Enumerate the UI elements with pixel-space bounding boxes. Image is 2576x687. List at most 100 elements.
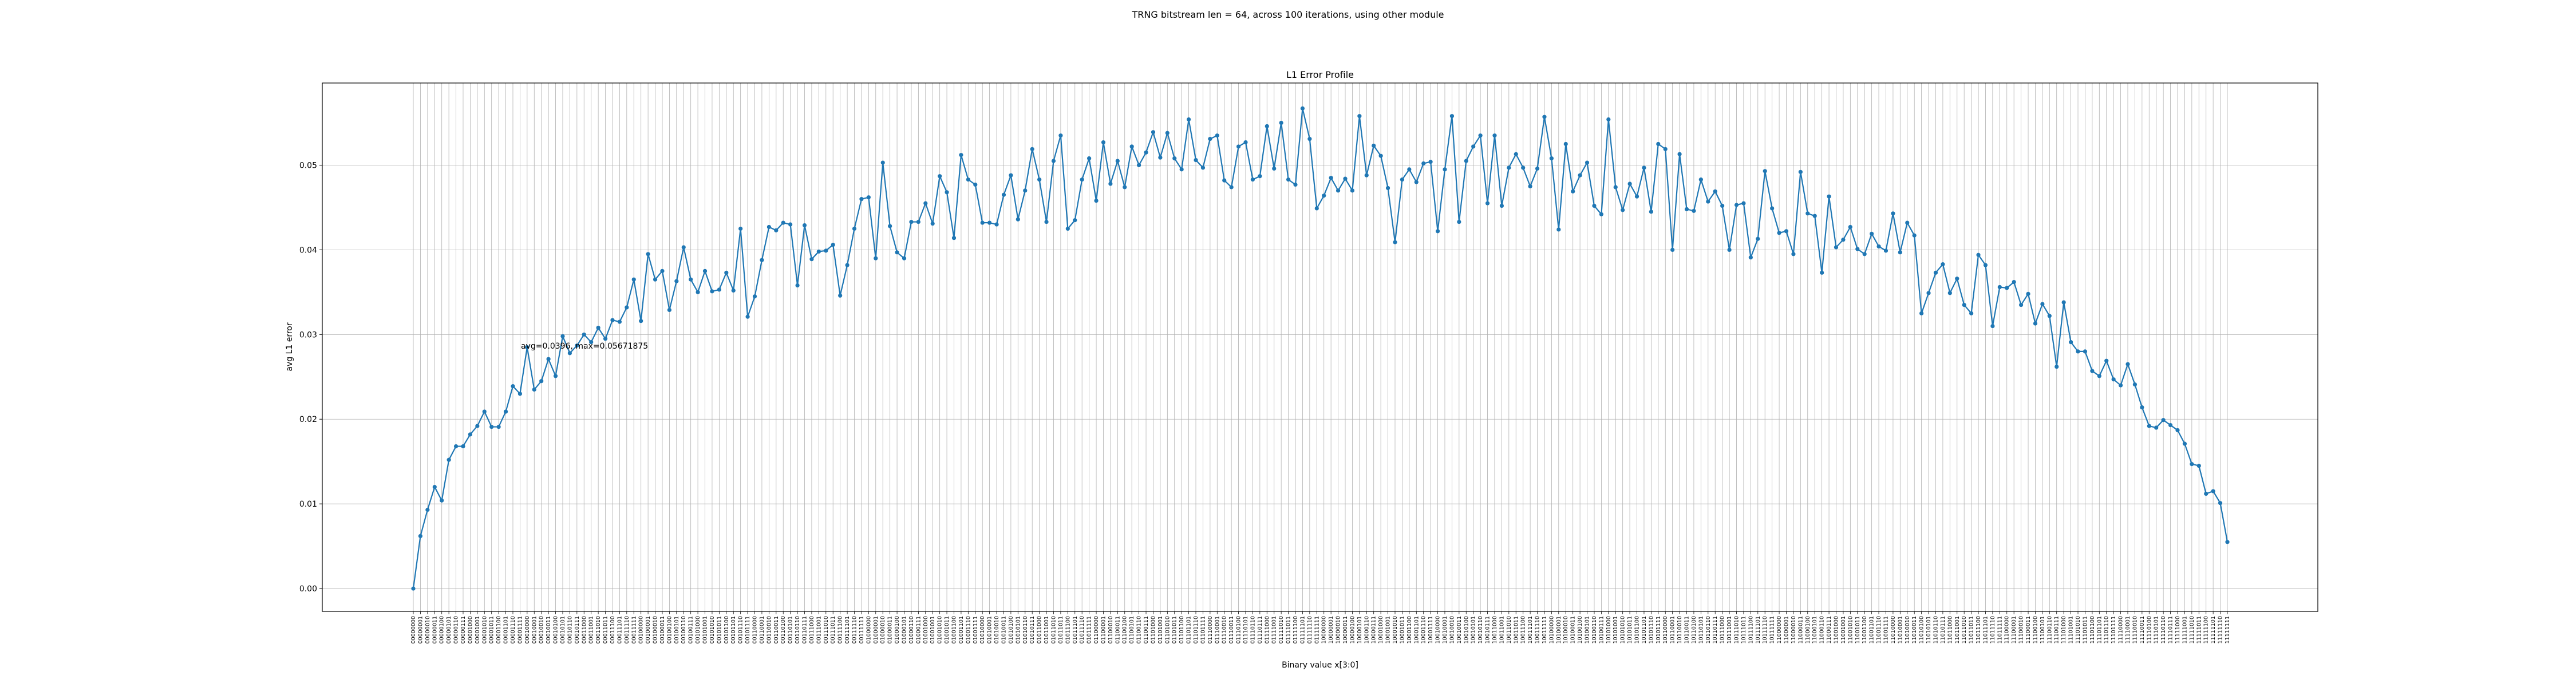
x-tick-label: 11001011 — [1855, 616, 1861, 643]
data-point — [1414, 180, 1419, 184]
data-point — [916, 219, 920, 224]
x-tick-label: 11011100 — [1976, 616, 1982, 643]
data-point — [447, 457, 451, 462]
x-tick-label: 10110110 — [1705, 616, 1712, 643]
data-point — [653, 277, 658, 282]
x-tick-label: 10111011 — [1741, 616, 1747, 643]
data-point — [816, 249, 821, 254]
x-tick-label: 00000010 — [425, 616, 431, 643]
chart-title: L1 Error Profile — [1286, 69, 1354, 80]
x-tick-label: 10110001 — [1670, 616, 1676, 643]
data-point — [2118, 383, 2123, 388]
data-point — [1613, 185, 1618, 189]
x-tick-label: 00100101 — [674, 616, 680, 643]
x-tick-label: 01100100 — [1122, 616, 1128, 643]
data-point — [625, 305, 629, 310]
x-tick-label: 10101101 — [1641, 616, 1647, 643]
data-point — [1123, 185, 1127, 189]
data-point — [1905, 220, 1910, 225]
x-tick-label: 10111100 — [1748, 616, 1754, 643]
y-tick-label: 0.01 — [299, 500, 317, 509]
data-point — [1542, 114, 1547, 119]
data-point — [1528, 184, 1532, 189]
x-tick-label: 11001101 — [1869, 616, 1875, 643]
x-tick-label: 11011110 — [1990, 616, 1996, 643]
x-tick-label: 10001011 — [1399, 616, 1405, 643]
data-point — [2005, 286, 2009, 290]
data-point — [1983, 263, 1988, 267]
data-point — [511, 384, 515, 389]
y-tick-label: 0.00 — [299, 585, 317, 594]
x-tick-label: 01110110 — [1250, 616, 1256, 643]
x-tick-label: 00111000 — [809, 616, 815, 643]
data-point — [1243, 140, 1248, 145]
data-point — [1080, 177, 1084, 182]
data-point — [895, 250, 899, 255]
data-point — [1322, 194, 1326, 198]
data-point — [2068, 340, 2073, 345]
data-point — [696, 290, 700, 294]
x-tick-label: 10010011 — [1456, 616, 1463, 643]
x-tick-label: 01110100 — [1236, 616, 1242, 643]
x-tick-label: 01000001 — [873, 616, 879, 643]
data-point — [1855, 247, 1860, 251]
x-tick-label: 10110100 — [1691, 616, 1697, 643]
x-tick-label: 11001111 — [1883, 616, 1889, 643]
data-point — [880, 160, 885, 165]
x-tick-label: 01110101 — [1243, 616, 1249, 643]
x-tick-label: 10111000 — [1720, 616, 1726, 643]
data-point — [1329, 176, 1333, 180]
data-point — [1606, 117, 1611, 122]
x-tick-label: 10111110 — [1762, 616, 1768, 643]
x-tick-label: 01101000 — [1150, 616, 1156, 643]
data-point — [532, 387, 536, 392]
x-tick-label: 11101001 — [2068, 616, 2075, 643]
data-point — [959, 153, 963, 157]
data-point — [475, 424, 480, 428]
data-point — [1507, 165, 1511, 170]
data-point — [1129, 144, 1134, 149]
x-tick-label: 11101101 — [2096, 616, 2103, 643]
stats-annotation: avg=0.0396, max=0.05671875 — [521, 342, 648, 351]
x-tick-label: 01111000 — [1264, 616, 1270, 643]
data-point — [1812, 214, 1817, 218]
x-tick-label: 10100011 — [1570, 616, 1577, 643]
data-point — [788, 222, 793, 227]
x-tick-label: 11111111 — [2225, 616, 2231, 643]
x-tick-label: 11011000 — [1947, 616, 1953, 643]
grid-lines — [322, 83, 2318, 611]
data-point — [888, 224, 892, 228]
data-point — [646, 252, 650, 256]
x-tick-label: 11100100 — [2032, 616, 2038, 643]
x-tick-label: 10000000 — [1321, 616, 1327, 643]
x-tick-label: 10100000 — [1548, 616, 1555, 643]
x-tick-label: 00100011 — [659, 616, 666, 643]
x-tick-label: 00101101 — [730, 616, 737, 643]
data-point — [795, 283, 800, 288]
data-point — [1741, 201, 1746, 206]
x-tick-label: 11010101 — [1926, 616, 1932, 643]
x-tick-label: 10011111 — [1542, 616, 1548, 643]
x-axis: 00000000 00000001 00000010 00000011 00000100… — [410, 611, 2231, 643]
data-point — [1834, 245, 1839, 250]
data-point — [951, 236, 957, 240]
x-tick-label: 00011011 — [603, 616, 609, 643]
data-point — [2061, 300, 2066, 305]
data-point — [496, 424, 501, 429]
x-tick-label: 11101011 — [2082, 616, 2088, 643]
x-tick-label: 11110010 — [2132, 616, 2138, 643]
x-tick-label: 01010001 — [987, 616, 993, 643]
data-point — [1969, 311, 1974, 315]
data-point — [2019, 302, 2024, 307]
data-point — [1933, 270, 1938, 275]
x-tick-label: 10011110 — [1535, 616, 1541, 643]
x-tick-label: 00101000 — [695, 616, 701, 643]
x-tick-label: 00110101 — [788, 616, 794, 643]
x-tick-label: 00101011 — [716, 616, 722, 643]
x-tick-label: 00100001 — [645, 616, 651, 643]
data-point — [859, 197, 864, 202]
data-point — [631, 277, 636, 282]
data-point — [1094, 199, 1099, 203]
data-point — [418, 534, 423, 538]
data-point — [1727, 247, 1732, 252]
